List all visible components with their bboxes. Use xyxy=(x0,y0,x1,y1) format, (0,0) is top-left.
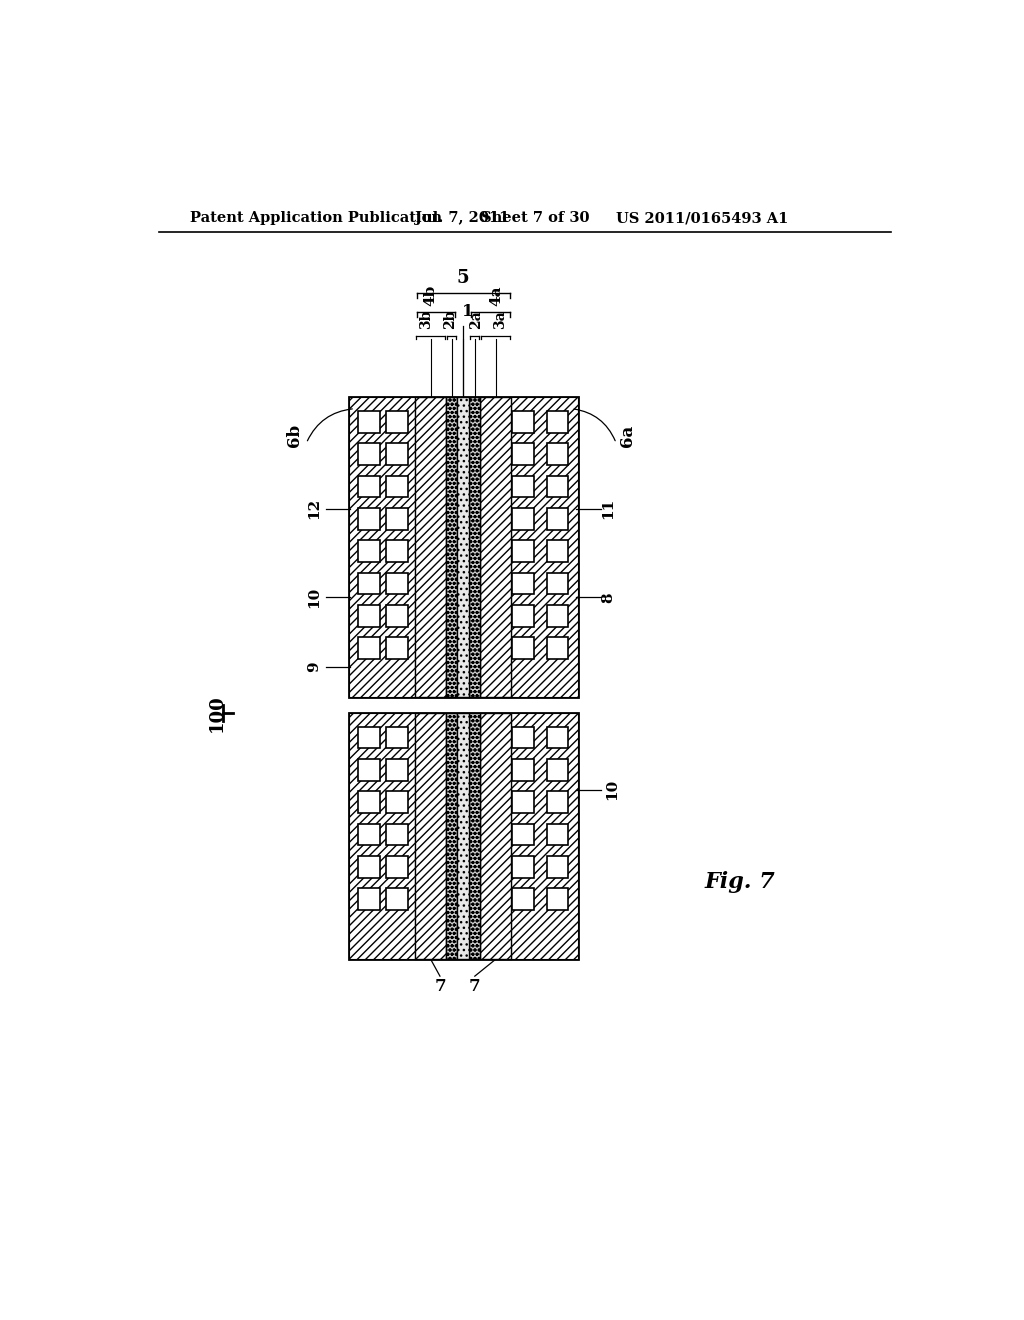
Bar xyxy=(512,888,535,909)
Text: 9: 9 xyxy=(307,661,321,672)
Bar xyxy=(512,855,535,878)
Text: 7: 7 xyxy=(434,978,445,995)
Bar xyxy=(386,824,408,845)
Bar xyxy=(547,540,568,562)
Text: 100: 100 xyxy=(208,694,226,731)
Bar xyxy=(386,759,408,780)
Bar xyxy=(480,397,511,697)
Bar xyxy=(358,759,380,780)
Text: Fig. 7: Fig. 7 xyxy=(705,871,775,894)
Bar xyxy=(386,855,408,878)
Text: 5: 5 xyxy=(457,269,469,286)
Bar xyxy=(547,726,568,748)
Text: Patent Application Publication: Patent Application Publication xyxy=(190,211,442,226)
Bar xyxy=(349,713,415,960)
Bar xyxy=(386,540,408,562)
Bar xyxy=(512,726,535,748)
Bar xyxy=(349,397,578,697)
Bar xyxy=(358,573,380,594)
Bar xyxy=(512,638,535,659)
Text: 2a: 2a xyxy=(469,310,483,330)
Bar xyxy=(358,726,380,748)
Bar xyxy=(386,792,408,813)
Bar xyxy=(511,713,578,960)
Bar xyxy=(547,855,568,878)
Bar xyxy=(358,540,380,562)
Bar xyxy=(512,444,535,465)
Text: 10: 10 xyxy=(307,586,321,609)
Bar xyxy=(547,888,568,909)
Bar xyxy=(547,573,568,594)
Bar xyxy=(386,475,408,498)
Bar xyxy=(386,444,408,465)
Bar xyxy=(358,638,380,659)
Bar xyxy=(547,759,568,780)
Bar xyxy=(358,605,380,627)
Text: 3b: 3b xyxy=(419,310,433,330)
Bar xyxy=(469,713,480,960)
Bar xyxy=(386,573,408,594)
Bar xyxy=(512,411,535,433)
Bar xyxy=(386,411,408,433)
Bar xyxy=(547,605,568,627)
Bar xyxy=(511,397,578,697)
Bar xyxy=(480,713,511,960)
Bar xyxy=(386,638,408,659)
Text: 10: 10 xyxy=(605,779,620,800)
Bar xyxy=(457,713,469,960)
Bar xyxy=(386,508,408,529)
Text: 4a: 4a xyxy=(489,285,503,306)
Text: 12: 12 xyxy=(307,498,321,519)
Text: 6a: 6a xyxy=(620,425,636,446)
Bar xyxy=(358,411,380,433)
Text: Sheet 7 of 30: Sheet 7 of 30 xyxy=(480,211,589,226)
Bar xyxy=(512,824,535,845)
Bar xyxy=(547,444,568,465)
Bar xyxy=(358,508,380,529)
Bar xyxy=(358,824,380,845)
Text: Jul. 7, 2011: Jul. 7, 2011 xyxy=(415,211,509,226)
Bar xyxy=(415,397,446,697)
Bar xyxy=(512,605,535,627)
Bar xyxy=(512,540,535,562)
Text: 8: 8 xyxy=(601,591,615,603)
Bar xyxy=(547,792,568,813)
Bar xyxy=(386,726,408,748)
Bar xyxy=(349,397,415,697)
Bar xyxy=(349,713,578,960)
Bar xyxy=(512,573,535,594)
Bar xyxy=(512,508,535,529)
Text: 3a: 3a xyxy=(494,310,507,330)
Text: US 2011/0165493 A1: US 2011/0165493 A1 xyxy=(616,211,788,226)
Bar xyxy=(547,475,568,498)
Text: 6b: 6b xyxy=(286,424,303,447)
Bar xyxy=(358,888,380,909)
Bar xyxy=(446,397,457,697)
Text: 4b: 4b xyxy=(423,285,437,306)
Bar xyxy=(547,508,568,529)
Bar xyxy=(512,792,535,813)
Bar xyxy=(386,605,408,627)
Text: 11: 11 xyxy=(601,498,615,519)
Bar xyxy=(512,475,535,498)
Bar xyxy=(547,411,568,433)
Text: 1: 1 xyxy=(462,304,473,321)
Text: 2b: 2b xyxy=(443,310,457,330)
Bar xyxy=(446,713,457,960)
Bar xyxy=(415,713,446,960)
Bar xyxy=(358,855,380,878)
Text: 7: 7 xyxy=(469,978,480,995)
Bar xyxy=(547,638,568,659)
Bar xyxy=(358,475,380,498)
Bar xyxy=(547,824,568,845)
Bar xyxy=(469,397,480,697)
Bar xyxy=(386,888,408,909)
Bar xyxy=(358,792,380,813)
Bar xyxy=(457,397,469,697)
Bar xyxy=(358,444,380,465)
Bar xyxy=(512,759,535,780)
